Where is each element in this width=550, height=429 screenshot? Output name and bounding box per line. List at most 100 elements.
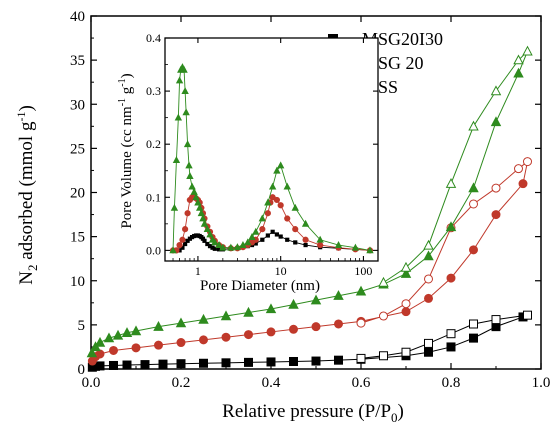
inset-point [273, 196, 280, 204]
adsorption-point [244, 330, 253, 340]
inset-point [301, 219, 310, 227]
adsorption-point [243, 306, 254, 317]
inset-point [277, 202, 284, 209]
adsorption-point [112, 329, 124, 340]
series-msg-20 [87, 157, 532, 366]
adsorption-point [131, 343, 141, 353]
inset-point [351, 243, 360, 251]
adsorption-point [355, 285, 367, 296]
desorption-point [514, 164, 523, 174]
inset-point [258, 214, 267, 222]
inset-point [292, 226, 299, 233]
inset-point [192, 193, 200, 201]
adsorption-point [334, 319, 343, 329]
inset-point [302, 236, 309, 243]
inset-point [211, 238, 219, 246]
adsorption-point [244, 357, 253, 367]
inset-point [183, 241, 188, 247]
main-y-tick-label: 35 [70, 53, 85, 69]
inset-point [169, 246, 177, 254]
main-y-axis-title: N2 adsorbed (mmol g-1) [14, 105, 40, 285]
adsorption-point [109, 345, 118, 355]
inset-point [190, 187, 198, 195]
inset-x-tick-label: 1 [195, 264, 201, 278]
desorption-point [523, 157, 532, 167]
inset-point [227, 243, 235, 251]
inset-point [259, 226, 266, 233]
adsorption-point [266, 357, 276, 367]
inset-point [278, 234, 283, 239]
inset-plot-data [169, 63, 374, 254]
inset-point [181, 87, 189, 94]
inset-point [184, 210, 191, 217]
main-y-tick-label: 20 [70, 186, 85, 202]
adsorption-point [468, 182, 479, 193]
inset-y-tick-label: 0.1 [146, 190, 161, 204]
adsorption-point [94, 336, 106, 347]
inset-point [185, 238, 190, 243]
inset-point [334, 241, 343, 248]
main-x-axis-title: Relative pressure (P/P0) [222, 401, 404, 425]
adsorption-point [423, 250, 434, 261]
inset-plot-frame: 1 10 100 0.0 0.1 0.2 0.3 0.4 [146, 31, 379, 278]
inset-point [291, 203, 299, 211]
inset-point [200, 219, 209, 227]
main-x-tick-label: 0.8 [442, 375, 461, 391]
inset-point [202, 238, 207, 243]
main-x-tick-label: 0.2 [172, 375, 191, 391]
main-x-tick-label: 0.4 [262, 375, 281, 391]
adsorption-point [289, 324, 298, 334]
inset-point [260, 237, 265, 242]
adsorption-point [221, 358, 231, 368]
adsorption-point [198, 313, 209, 324]
desorption-point [468, 120, 479, 131]
desorption-point [445, 178, 457, 188]
desorption-point [424, 338, 433, 348]
inset-point [179, 236, 186, 243]
inset-point [233, 243, 242, 251]
desorption-point [356, 318, 366, 328]
adsorption-point [221, 332, 231, 342]
main-y-tick-label: 10 [70, 274, 85, 290]
desorption-point [423, 239, 434, 250]
desorption-point [356, 353, 366, 363]
inset-point [269, 194, 276, 201]
adsorption-point [424, 293, 433, 303]
adsorption-point [265, 303, 277, 314]
adsorption-point [334, 355, 343, 365]
inset-y-tick-label: 0.0 [146, 243, 161, 257]
desorption-point [424, 274, 433, 284]
adsorption-point [518, 179, 528, 189]
adsorption-point [140, 360, 150, 370]
inset-point [265, 233, 270, 238]
adsorption-point [288, 298, 299, 309]
main-plot-frame: 0.0 0.2 0.4 0.6 0.8 1.0 0 5 10 15 20 25 30 35 40 [70, 9, 550, 391]
adsorption-point [176, 359, 186, 369]
adsorption-point [401, 307, 411, 317]
inset-point [182, 226, 189, 233]
inset-point [199, 214, 207, 222]
inset-point [186, 171, 194, 179]
adsorption-point [333, 290, 344, 300]
inset-point [203, 225, 212, 233]
inset-point [285, 237, 290, 242]
inset-point [366, 246, 374, 254]
inset-y-tick-label: 0.4 [146, 31, 161, 45]
desorption-point [401, 299, 411, 309]
main-x-tick-label: 1.0 [532, 375, 550, 391]
desorption-point [379, 311, 388, 321]
main-x-tick-label: 0.6 [352, 375, 371, 391]
inset-point [270, 229, 275, 234]
adsorption-point [491, 210, 501, 220]
main-y-tick-label: 15 [70, 230, 85, 246]
adsorption-point [95, 361, 105, 371]
inset-x-axis-title: Pore Diameter (nm) [200, 278, 320, 294]
inset-x-tick-label: 100 [354, 264, 372, 278]
inset-point [268, 182, 277, 190]
adsorption-point [469, 333, 478, 343]
inset-point [248, 233, 256, 240]
desorption-point [379, 351, 388, 361]
main-y-tick-label: 0 [78, 362, 86, 378]
desorption-point [523, 310, 532, 320]
inset-point [252, 227, 260, 235]
